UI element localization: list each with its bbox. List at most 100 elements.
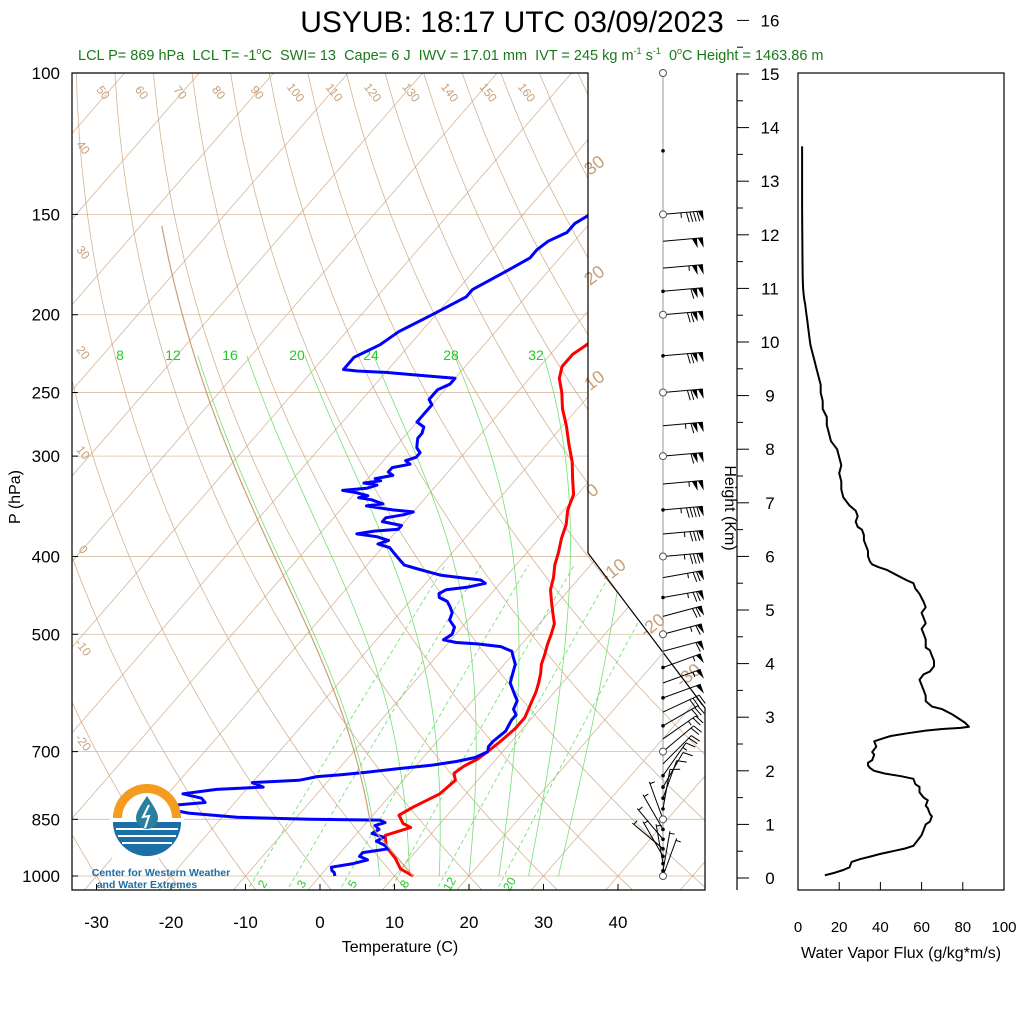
wv-flux-line xyxy=(801,146,970,877)
dry-adiabat-line xyxy=(500,73,705,890)
mixing-ratio-line xyxy=(388,564,575,890)
barb-flag xyxy=(696,211,701,222)
barb-flag xyxy=(690,423,695,434)
isotherm-label-right: 10 xyxy=(580,366,608,394)
barb-pennant xyxy=(691,288,698,299)
dry-adiabat-line xyxy=(191,73,637,890)
pressure-tick-label: 850 xyxy=(32,810,60,829)
moist-adiabat-label: 12 xyxy=(165,347,181,363)
level-marker-dot xyxy=(661,149,665,153)
wind-barb xyxy=(662,751,693,788)
wind-barb xyxy=(662,831,675,871)
wind-barb xyxy=(662,605,705,618)
barb-flag xyxy=(689,531,694,542)
temperature-tick-label: 10 xyxy=(385,913,404,932)
wind-barb xyxy=(662,529,704,542)
skew-t-grid-labels: 50 60 70 80 90 100 110 120 130 140 150 160403020100… xyxy=(72,80,704,893)
barb-pennant xyxy=(691,389,698,400)
isotherm-line xyxy=(72,73,423,890)
wv-tick-label: 100 xyxy=(991,919,1016,936)
wind-barb xyxy=(662,570,705,582)
wv-tick-label: 20 xyxy=(831,919,848,936)
barb-flag xyxy=(689,553,694,565)
dry-adiabat-line xyxy=(230,73,705,890)
dry-adiabat-line xyxy=(384,73,705,890)
dry-adiabat-label: 160 xyxy=(515,80,539,105)
barb-flag xyxy=(686,353,691,364)
level-marker-dot xyxy=(661,796,665,800)
isotherm-line xyxy=(72,73,572,890)
barb-shaft xyxy=(642,821,664,857)
barb-shaft xyxy=(662,640,702,652)
barb-pennant xyxy=(695,669,705,679)
wind-barb xyxy=(662,505,704,518)
wv-x-axis-label: Water Vapor Flux (g/kg*m/s) xyxy=(801,945,1001,962)
barb-shaft xyxy=(662,683,701,699)
height-tick-label: 9 xyxy=(765,387,774,406)
barb-flag xyxy=(692,531,697,542)
lcl-temperature: LCL T= -1oC xyxy=(192,46,272,64)
barb-flag xyxy=(692,507,697,518)
wind-barbs xyxy=(632,69,706,880)
level-marker-dot xyxy=(661,861,665,866)
height-tick-label: 7 xyxy=(765,494,774,513)
height-tick-label: 14 xyxy=(761,119,780,138)
moist-adiabat-line xyxy=(197,355,380,877)
logo-text-line1: Center for Western Weather xyxy=(92,867,230,879)
dry-adiabat-line xyxy=(538,73,705,890)
barb-shaft xyxy=(662,570,703,579)
barb-pennant xyxy=(695,684,705,694)
barb-flag xyxy=(692,553,697,564)
mixing-ratio-label: 20 xyxy=(500,874,519,893)
barb-flag xyxy=(695,642,701,652)
mixing-ratio-line xyxy=(245,564,446,890)
dry-adiabat-line xyxy=(72,73,259,890)
barb-shaft xyxy=(662,838,678,877)
barb-flag xyxy=(697,705,705,714)
barb-pennant xyxy=(697,570,705,581)
barb-flag xyxy=(692,592,698,602)
barb-flag xyxy=(690,453,695,464)
temperature-tick-label: -30 xyxy=(84,913,109,932)
barb-pennant xyxy=(697,590,705,601)
barb-flag xyxy=(690,353,695,364)
dry-adiabat-line xyxy=(461,73,705,890)
isotherm-label-right: 0 xyxy=(582,479,602,501)
isotherm-line xyxy=(602,73,705,890)
barb-pennant xyxy=(697,506,704,517)
barb-shaft xyxy=(662,505,703,511)
wind-barb xyxy=(662,715,704,740)
wind-barb xyxy=(662,683,705,699)
mixing-ratio-label: 12 xyxy=(440,874,459,893)
wind-barb xyxy=(662,623,705,635)
dry-adiabat-label: 60 xyxy=(132,83,151,102)
barb-flag xyxy=(698,694,706,704)
barb-flag xyxy=(690,727,700,735)
wind-barb xyxy=(662,694,706,713)
level-marker-dot xyxy=(661,665,665,670)
level-marker-dot xyxy=(661,773,665,778)
chart-title: USYUB: 18:17 UTC 03/09/2023 xyxy=(300,6,724,39)
level-marker-dot xyxy=(661,595,665,600)
barb-pennant xyxy=(691,422,698,433)
barb-shaft xyxy=(662,529,703,535)
wv-tick-label: 60 xyxy=(913,919,930,936)
barb-shaft xyxy=(662,590,703,599)
barb-pennant xyxy=(697,389,704,400)
dewpoint-profile xyxy=(155,213,591,877)
dry-adiabat-line xyxy=(268,73,705,890)
wind-barb xyxy=(662,742,696,776)
isotherm-label: 30 xyxy=(74,243,93,262)
level-marker-open xyxy=(659,552,667,561)
freezing-level-height: 0oC Height = 1463.86 m xyxy=(668,46,824,64)
barb-flag xyxy=(690,389,695,401)
moist-adiabat-label: 20 xyxy=(289,347,305,363)
mixing-ratio-line xyxy=(434,564,616,890)
isotherm-line xyxy=(453,73,705,890)
barb-pennant xyxy=(697,264,704,275)
barb-shaft xyxy=(632,822,664,850)
barb-flag xyxy=(686,390,691,401)
skew-t-grid xyxy=(72,73,705,890)
